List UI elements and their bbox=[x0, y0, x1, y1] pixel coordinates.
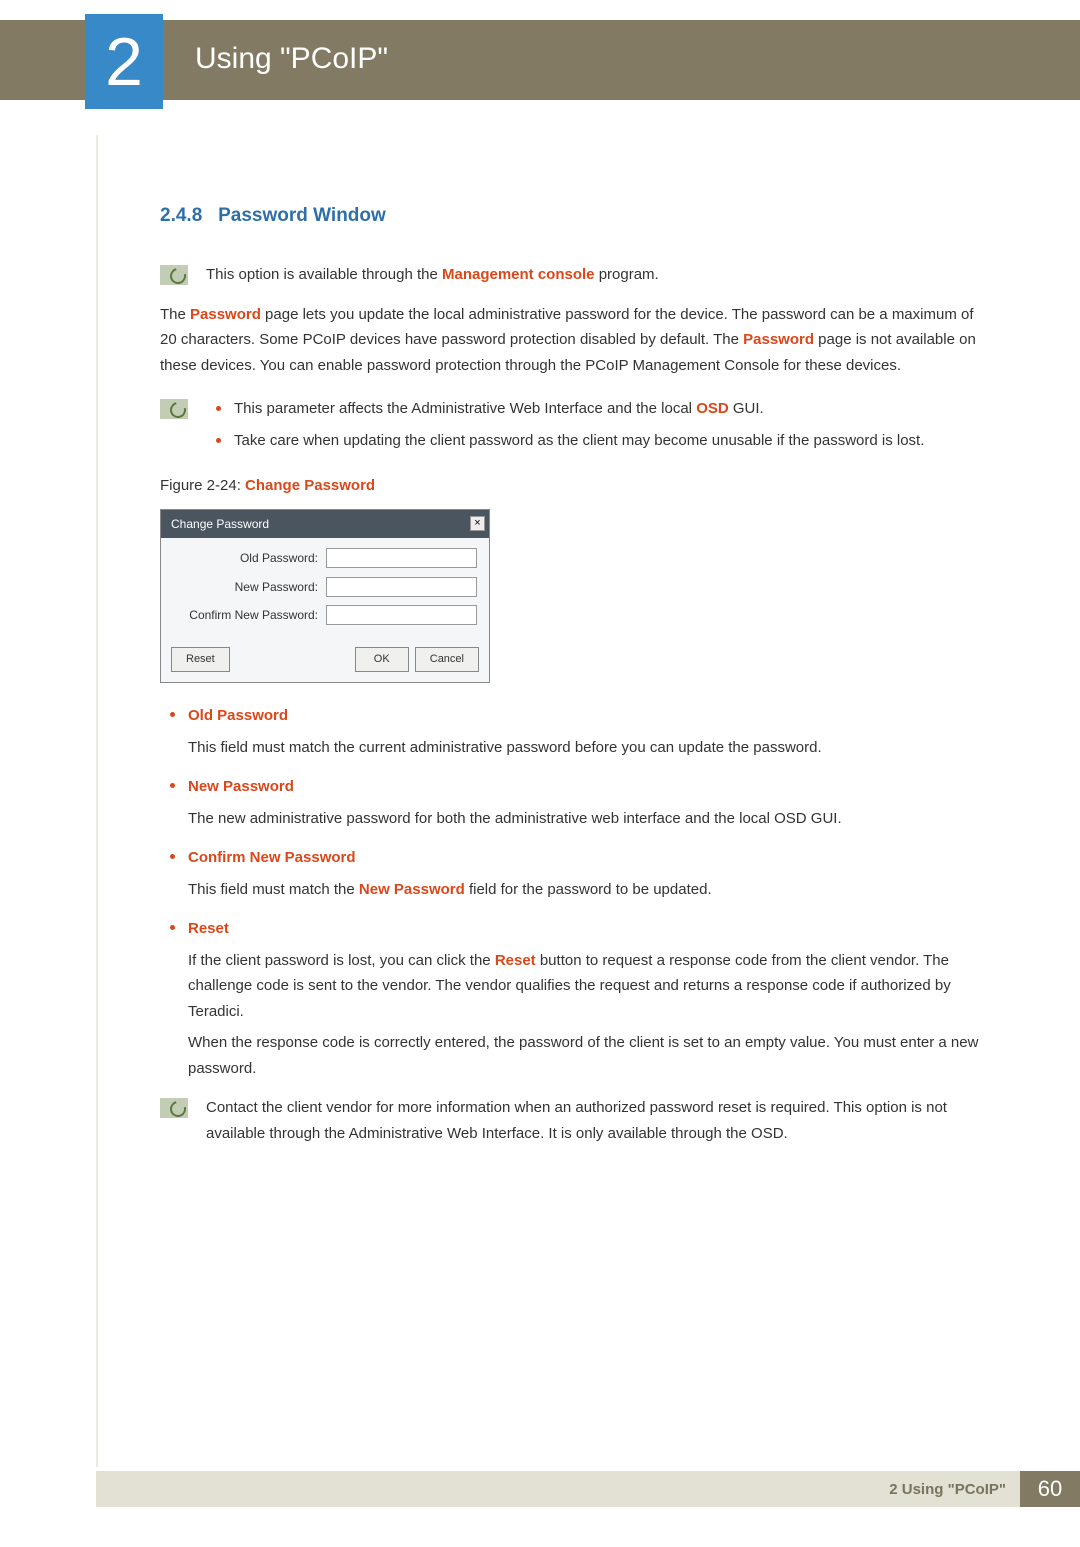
field-descriptions: Old Password This field must match the c… bbox=[160, 703, 985, 1081]
chapter-header: 2 Using "PCoIP" bbox=[0, 20, 1080, 100]
chapter-number-badge: 2 bbox=[85, 14, 163, 109]
intro-paragraph: The Password page lets you update the lo… bbox=[160, 302, 985, 379]
section-title: Password Window bbox=[218, 205, 386, 226]
note-contact-vendor: Contact the client vendor for more infor… bbox=[160, 1095, 985, 1146]
page-number: 60 bbox=[1020, 1471, 1080, 1507]
change-password-dialog: Change Password × Old Password: New Pass… bbox=[160, 509, 490, 683]
footer-chapter-label: 2 Using "PCoIP" bbox=[889, 1471, 1020, 1507]
section-heading: 2.4.8 Password Window bbox=[160, 200, 985, 232]
chapter-title: Using "PCoIP" bbox=[195, 42, 388, 76]
dialog-titlebar: Change Password × bbox=[161, 510, 489, 538]
warning-item: Take care when updating the client passw… bbox=[206, 428, 985, 454]
field-confirm-password: Confirm New Password This field must mat… bbox=[160, 845, 985, 902]
section-number: 2.4.8 bbox=[160, 205, 202, 226]
new-password-input[interactable] bbox=[326, 577, 477, 597]
note-icon bbox=[160, 1098, 188, 1118]
confirm-password-label: Confirm New Password: bbox=[173, 605, 318, 625]
figure-caption: Figure 2-24: Change Password bbox=[160, 473, 985, 499]
field-old-password: Old Password This field must match the c… bbox=[160, 703, 985, 760]
note-availability: This option is available through the Man… bbox=[160, 262, 985, 288]
confirm-password-input[interactable] bbox=[326, 605, 477, 625]
left-margin-rule bbox=[96, 135, 98, 1467]
close-icon[interactable]: × bbox=[470, 516, 485, 531]
cancel-button[interactable]: Cancel bbox=[415, 647, 479, 672]
note-warnings: This parameter affects the Administrativ… bbox=[160, 396, 985, 459]
note-icon bbox=[160, 265, 188, 285]
note-icon bbox=[160, 399, 188, 419]
page-footer: 2 Using "PCoIP" 60 bbox=[96, 1471, 1080, 1507]
old-password-input[interactable] bbox=[326, 548, 477, 568]
field-new-password: New Password The new administrative pass… bbox=[160, 774, 985, 831]
page-content: 2.4.8 Password Window This option is ava… bbox=[0, 100, 1080, 1146]
ok-button[interactable]: OK bbox=[355, 647, 409, 672]
dialog-title: Change Password bbox=[171, 514, 269, 534]
field-reset: Reset If the client password is lost, yo… bbox=[160, 916, 985, 1081]
note-text: Contact the client vendor for more infor… bbox=[206, 1095, 985, 1146]
note-text: This option is available through the Man… bbox=[206, 262, 985, 288]
old-password-label: Old Password: bbox=[173, 548, 318, 568]
warning-item: This parameter affects the Administrativ… bbox=[206, 396, 985, 422]
new-password-label: New Password: bbox=[173, 577, 318, 597]
reset-button[interactable]: Reset bbox=[171, 647, 230, 672]
